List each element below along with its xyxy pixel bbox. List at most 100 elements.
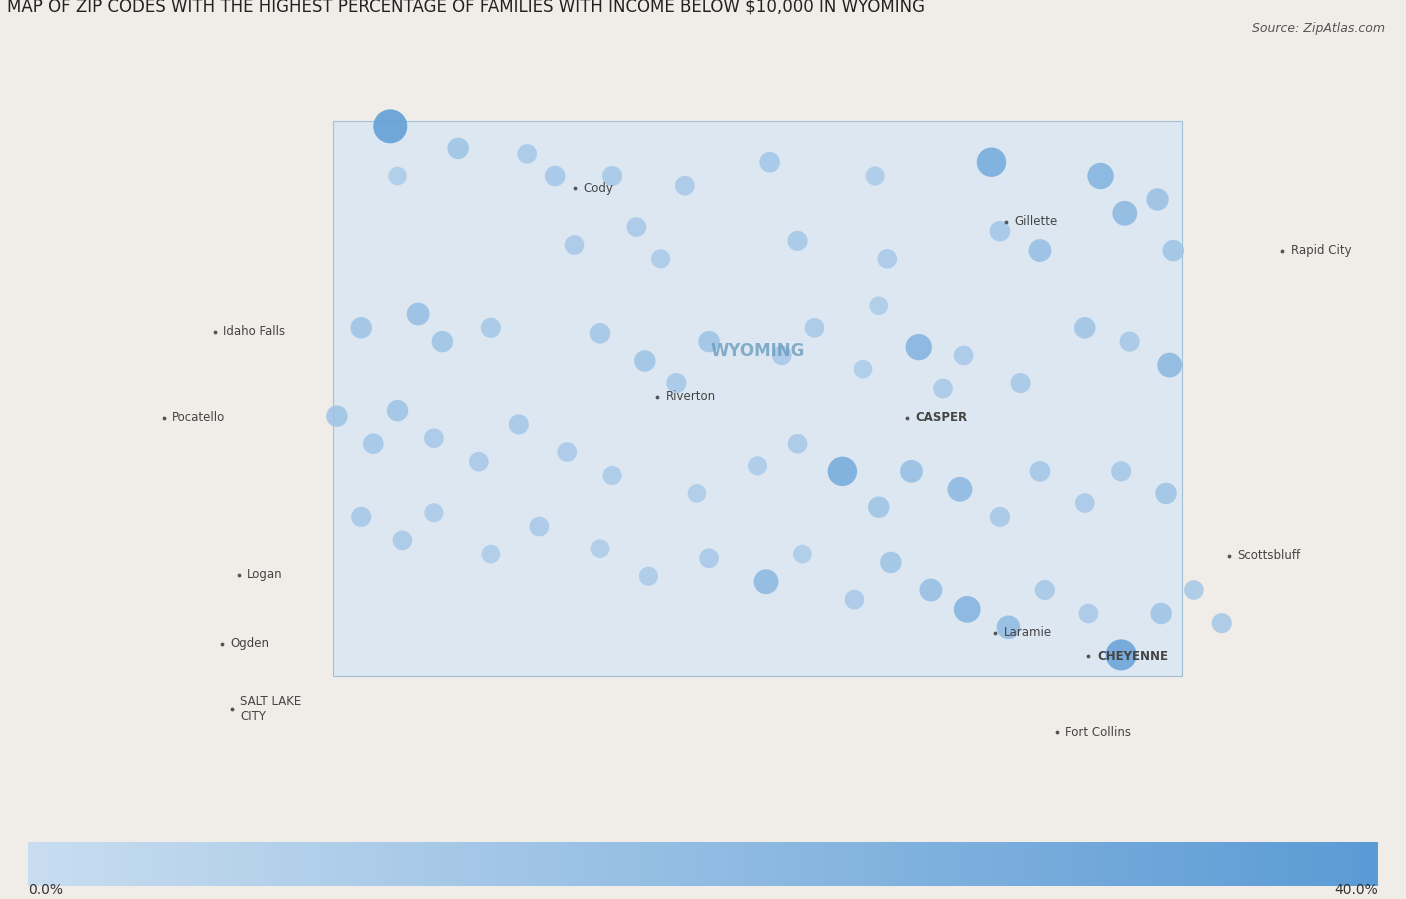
Point (1211, 616, 1233, 630)
Text: Fort Collins: Fort Collins (1066, 725, 1132, 739)
Text: Cody: Cody (583, 182, 613, 195)
Point (380, 120, 402, 134)
Point (792, 547, 814, 561)
Point (564, 238, 586, 253)
Point (956, 602, 979, 617)
Text: Scottsbluff: Scottsbluff (1237, 549, 1301, 562)
Point (516, 147, 538, 161)
Point (1029, 244, 1052, 258)
Bar (333, 120, 1182, 675)
Text: 0.0%: 0.0% (28, 883, 63, 897)
Point (988, 510, 1011, 524)
Point (665, 376, 688, 390)
Point (447, 141, 470, 156)
Text: Logan: Logan (247, 568, 283, 582)
Point (831, 464, 853, 478)
Point (326, 409, 349, 423)
Point (1090, 169, 1112, 183)
Text: CHEYENNE: CHEYENNE (1097, 650, 1168, 663)
Point (350, 510, 373, 524)
Point (363, 437, 385, 451)
Point (1109, 464, 1132, 478)
Text: Riverton: Riverton (665, 390, 716, 404)
Point (479, 547, 502, 561)
Point (876, 252, 898, 266)
Point (600, 169, 623, 183)
Point (786, 234, 808, 248)
Point (900, 464, 922, 478)
Point (1114, 206, 1136, 220)
Point (589, 326, 612, 341)
Point (907, 340, 929, 354)
Text: Laramie: Laramie (1004, 627, 1052, 639)
Point (555, 445, 578, 459)
Point (803, 321, 825, 335)
Point (508, 417, 530, 432)
Point (770, 348, 793, 362)
Point (1033, 583, 1056, 597)
Point (626, 220, 648, 235)
Point (868, 500, 890, 514)
Point (406, 307, 429, 321)
Point (932, 381, 955, 396)
Point (432, 334, 454, 349)
Point (952, 348, 974, 362)
Point (758, 155, 780, 169)
Point (350, 321, 373, 335)
Point (387, 169, 409, 183)
Point (589, 541, 612, 556)
Point (852, 362, 875, 377)
Point (1154, 486, 1177, 501)
Text: CASPER: CASPER (915, 411, 967, 424)
Text: 40.0%: 40.0% (1334, 883, 1378, 897)
Point (1159, 358, 1181, 372)
Point (673, 179, 696, 193)
Point (391, 533, 413, 547)
Point (634, 353, 657, 368)
Text: Gillette: Gillette (1015, 215, 1057, 228)
Point (423, 505, 446, 520)
Point (1074, 496, 1097, 511)
Point (1146, 192, 1168, 207)
Point (686, 486, 709, 501)
Point (1077, 606, 1099, 620)
Text: Rapid City: Rapid City (1291, 244, 1351, 257)
Point (844, 592, 866, 607)
Point (755, 574, 778, 589)
Point (1010, 376, 1032, 390)
Point (1118, 334, 1140, 349)
Point (997, 620, 1019, 635)
Point (747, 458, 769, 473)
Point (1150, 606, 1173, 620)
Point (1109, 647, 1132, 662)
Point (697, 334, 720, 349)
Point (880, 556, 903, 570)
Point (949, 482, 972, 496)
Point (529, 520, 551, 534)
Point (988, 224, 1011, 238)
Text: Ogden: Ogden (231, 637, 270, 650)
Text: SALT LAKE
CITY: SALT LAKE CITY (240, 695, 301, 723)
Point (423, 431, 446, 445)
Text: Pocatello: Pocatello (172, 411, 225, 424)
Point (980, 155, 1002, 169)
Text: Source: ZipAtlas.com: Source: ZipAtlas.com (1251, 22, 1385, 35)
Point (868, 298, 890, 313)
Point (786, 437, 808, 451)
Point (1161, 244, 1184, 258)
Point (1074, 321, 1097, 335)
Text: Idaho Falls: Idaho Falls (224, 325, 285, 338)
Point (600, 468, 623, 483)
Point (1029, 464, 1052, 478)
Text: WYOMING: WYOMING (710, 343, 804, 360)
Point (387, 404, 409, 418)
Point (920, 583, 942, 597)
Point (697, 551, 720, 565)
Text: MAP OF ZIP CODES WITH THE HIGHEST PERCENTAGE OF FAMILIES WITH INCOME BELOW $10,0: MAP OF ZIP CODES WITH THE HIGHEST PERCEN… (7, 0, 925, 15)
Point (479, 321, 502, 335)
Point (468, 455, 491, 469)
Point (544, 169, 567, 183)
Point (863, 169, 886, 183)
Point (1182, 583, 1205, 597)
Point (637, 569, 659, 583)
